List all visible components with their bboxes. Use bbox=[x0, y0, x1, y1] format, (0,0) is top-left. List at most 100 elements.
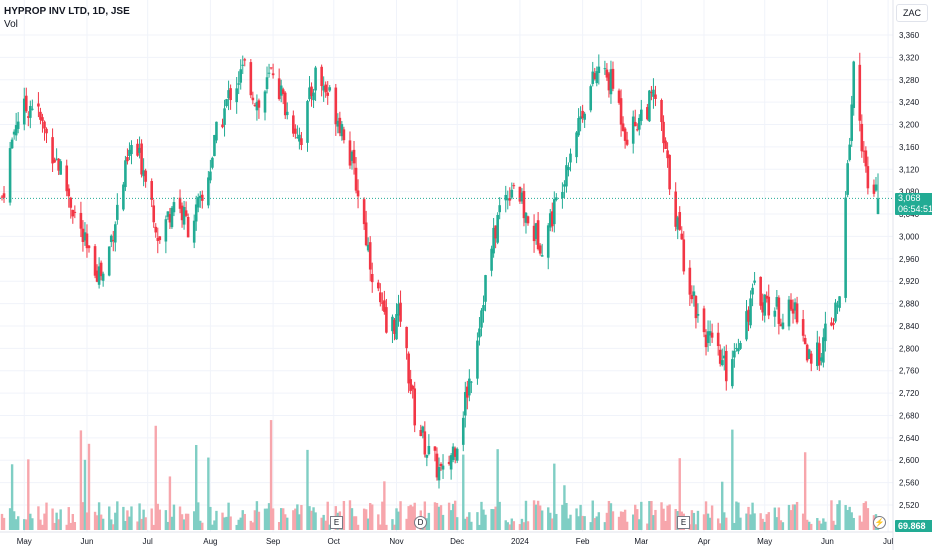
candle-body bbox=[215, 121, 218, 141]
candle-body bbox=[172, 202, 176, 213]
time-tick-label: 2024 bbox=[511, 537, 529, 546]
candle-body bbox=[702, 308, 706, 333]
earnings-marker[interactable]: E bbox=[677, 516, 690, 529]
candle-body bbox=[775, 297, 779, 307]
dividend-marker[interactable]: D bbox=[414, 516, 427, 529]
candle-body bbox=[832, 323, 835, 325]
volume-bar bbox=[801, 513, 805, 530]
candle-body bbox=[524, 212, 528, 223]
volume-bars bbox=[0, 420, 880, 530]
volume-bar bbox=[702, 514, 706, 530]
candle-body bbox=[53, 159, 56, 163]
candle-body bbox=[866, 166, 870, 189]
candle-body bbox=[93, 246, 97, 276]
volume-bar bbox=[364, 509, 368, 530]
candle-body bbox=[156, 238, 160, 241]
candle-body bbox=[508, 197, 512, 201]
candle-body bbox=[807, 349, 811, 359]
candle-body bbox=[579, 116, 582, 120]
split-marker[interactable]: ⚡ bbox=[873, 516, 886, 529]
volume-bar bbox=[470, 521, 473, 530]
volume-bar bbox=[447, 502, 451, 530]
candle-body bbox=[144, 170, 147, 182]
candle-body bbox=[296, 137, 299, 139]
volume-bar bbox=[862, 503, 866, 530]
candle-body bbox=[211, 157, 214, 168]
candle-body bbox=[122, 184, 125, 210]
candlesticks bbox=[0, 52, 880, 489]
volume-bar bbox=[866, 508, 870, 530]
volume-bar bbox=[791, 504, 795, 530]
candle-body bbox=[0, 196, 4, 198]
volume-bar bbox=[694, 524, 698, 530]
candle-body bbox=[2, 193, 6, 198]
candle-body bbox=[154, 226, 158, 233]
volume-bar bbox=[609, 503, 613, 530]
candle-body bbox=[111, 239, 115, 241]
candle-body bbox=[152, 205, 156, 223]
volume-bar bbox=[820, 523, 823, 530]
candle-body bbox=[312, 92, 315, 101]
symbol-title[interactable]: HYPROP INV LTD, 1D, JSE bbox=[4, 6, 130, 17]
volume-bar bbox=[818, 520, 821, 530]
candle-body bbox=[453, 448, 457, 457]
candle-body bbox=[439, 463, 443, 467]
candle-body bbox=[379, 292, 382, 303]
candle-body bbox=[753, 280, 756, 283]
volume-bar bbox=[87, 443, 91, 530]
earnings-marker[interactable]: E bbox=[330, 516, 343, 529]
volume-bar bbox=[478, 524, 481, 530]
candle-body bbox=[731, 359, 734, 387]
volume-bar bbox=[69, 522, 72, 530]
volume-bar bbox=[492, 509, 495, 530]
volume-bar bbox=[53, 522, 56, 530]
volume-bar bbox=[666, 505, 669, 530]
candle-body bbox=[504, 194, 508, 201]
volume-bar bbox=[310, 510, 313, 530]
volume-indicator-label[interactable]: Vol bbox=[4, 19, 18, 30]
volume-bar bbox=[779, 520, 783, 530]
volume-bar bbox=[765, 514, 768, 530]
price-tick-label: 3,120 bbox=[899, 165, 920, 174]
candle-body bbox=[522, 191, 526, 219]
candle-body bbox=[263, 91, 267, 113]
bar-countdown: 06:54:51 bbox=[898, 204, 932, 214]
volume-bar bbox=[526, 521, 530, 530]
candle-body bbox=[603, 68, 607, 70]
volume-bar bbox=[41, 524, 44, 530]
candle-body bbox=[362, 199, 366, 225]
candle-body bbox=[229, 88, 232, 101]
candle-body bbox=[395, 314, 398, 340]
candle-body bbox=[631, 116, 635, 144]
candle-body bbox=[186, 216, 190, 238]
volume-bar bbox=[441, 514, 445, 530]
candle-body bbox=[267, 72, 271, 74]
candle-body bbox=[496, 214, 499, 243]
candle-body bbox=[550, 211, 554, 227]
candle-body bbox=[12, 131, 16, 135]
volume-bar bbox=[595, 516, 598, 530]
volume-bar bbox=[747, 506, 750, 530]
volume-bar bbox=[241, 510, 244, 530]
volume-bar bbox=[423, 501, 427, 530]
volume-bar bbox=[540, 510, 544, 530]
candle-body bbox=[706, 331, 710, 343]
volume-bar bbox=[279, 508, 283, 530]
volume-bar bbox=[178, 506, 182, 530]
candle-body bbox=[455, 448, 459, 461]
volume-bar bbox=[51, 508, 54, 530]
candle-body bbox=[294, 128, 297, 134]
candle-body bbox=[223, 108, 226, 125]
candle-body bbox=[97, 266, 101, 285]
candle-body bbox=[480, 310, 483, 328]
volume-bar bbox=[381, 501, 384, 530]
candle-body bbox=[419, 430, 423, 437]
volume-bar bbox=[532, 500, 536, 530]
candle-body bbox=[407, 353, 410, 384]
currency-label[interactable]: ZAC bbox=[896, 4, 928, 22]
price-tick-label: 2,640 bbox=[899, 434, 920, 443]
time-tick-label: Jun bbox=[821, 537, 834, 546]
volume-bar bbox=[166, 521, 170, 530]
candle-body bbox=[690, 294, 694, 300]
